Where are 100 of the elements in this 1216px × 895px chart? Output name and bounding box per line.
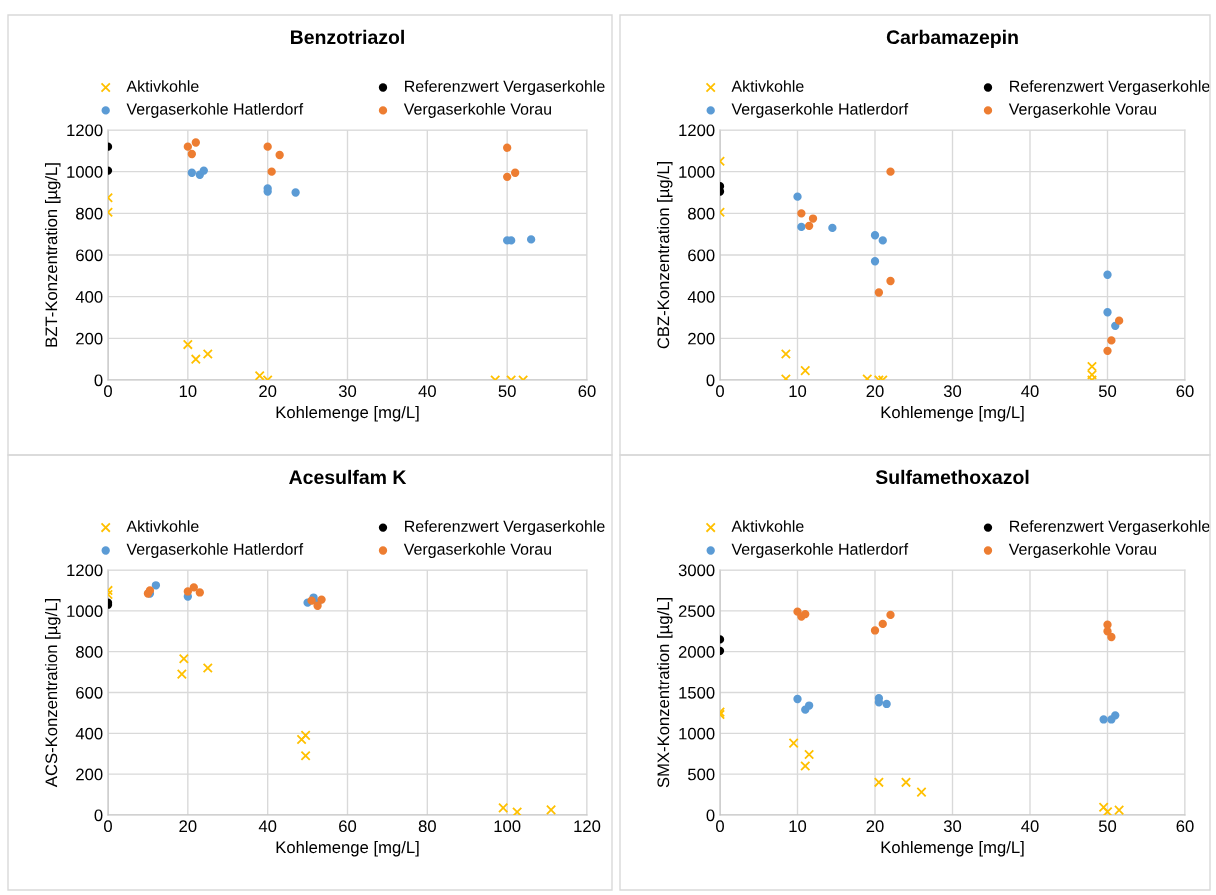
y-tick-label: 1000	[67, 605, 103, 618]
point	[780, 348, 791, 360]
point	[296, 734, 307, 745]
point	[793, 192, 802, 201]
point	[886, 167, 895, 176]
x-tick-label: 30	[338, 385, 357, 398]
x-tick-label: 60	[339, 820, 357, 833]
y-tick-label: 1200	[67, 124, 103, 137]
legend-label: Aktivkohle	[126, 80, 199, 92]
y-tick-label: 2000	[678, 646, 715, 658]
point	[1114, 316, 1124, 325]
point	[878, 619, 887, 629]
point	[190, 354, 201, 365]
y-tick-label: 0	[94, 374, 103, 387]
y-tick-label: 600	[76, 686, 103, 699]
y-tick-label: 200	[688, 332, 715, 345]
x-tick-label: 60	[1176, 385, 1194, 398]
legend-label: Vergaserkohle Vorau	[403, 103, 551, 118]
y-tick-label: 3000	[678, 564, 715, 577]
point	[191, 138, 200, 147]
point	[526, 235, 536, 244]
y-tick-label: 0	[706, 809, 715, 822]
point	[828, 223, 837, 233]
y-tick-label: 0	[706, 374, 715, 387]
point	[1099, 715, 1108, 724]
point	[882, 699, 891, 709]
legend-label: Vergaserkohle Hatlerdorf	[126, 543, 304, 558]
y-tick-label: 1200	[679, 124, 715, 137]
point	[199, 166, 208, 175]
x-axis-title: Kohlemenge [mg/L]	[276, 405, 419, 422]
x-tick-label: 80	[418, 820, 436, 833]
point	[797, 209, 806, 218]
point	[187, 168, 196, 177]
point	[178, 653, 189, 664]
point	[498, 802, 509, 813]
x-tick-label: 10	[179, 385, 197, 398]
x-tick-label: 10	[789, 385, 807, 398]
x-tick-label: 0	[104, 820, 112, 833]
y-tick-label: 1200	[67, 564, 103, 577]
y-tick-label: 1000	[679, 166, 715, 178]
point	[788, 738, 799, 749]
legend-label: Referenzwert Vergaserkohle	[405, 520, 605, 536]
x-axis-title: Kohlemenge [mg/L]	[881, 840, 1024, 857]
chart-title: Sulfamethoxazol	[875, 469, 1029, 485]
x-tick-label: 20	[179, 820, 197, 833]
point	[317, 595, 326, 604]
y-tick-label: 800	[76, 646, 103, 658]
point	[183, 587, 192, 596]
chart-title: Carbamazepin	[886, 29, 1018, 48]
point	[300, 730, 311, 741]
point	[503, 172, 512, 182]
point	[254, 370, 265, 380]
x-tick-label: 40	[258, 820, 277, 833]
x-tick-label: 50	[1098, 820, 1117, 833]
y-axis-title: BZT-Konzentration [µg/L]	[44, 163, 61, 347]
point	[202, 348, 213, 360]
point	[873, 777, 884, 788]
legend-label: Aktivkohle	[126, 520, 199, 532]
point	[1111, 711, 1120, 720]
legend-label: Vergaserkohle Hatlerdorf	[731, 543, 909, 558]
y-tick-label: 600	[688, 249, 715, 262]
x-tick-label: 20	[866, 820, 884, 833]
legend-label: Referenzwert Vergaserkohle	[405, 80, 605, 96]
point	[804, 749, 815, 760]
point	[151, 581, 161, 590]
y-tick-label: 1000	[679, 727, 715, 740]
y-tick-label: 400	[687, 291, 715, 303]
y-tick-label: 1500	[679, 686, 715, 699]
x-tick-label: 60	[578, 385, 596, 398]
legend-label: Vergaserkohle Vorau	[1008, 543, 1156, 558]
y-tick-label: 600	[76, 249, 103, 262]
point	[195, 588, 204, 597]
x-tick-label: 60	[1176, 820, 1194, 833]
point	[1103, 346, 1112, 355]
point	[808, 214, 818, 223]
point	[800, 760, 811, 772]
point	[878, 236, 887, 245]
y-tick-label: 400	[75, 291, 103, 303]
point	[1098, 802, 1109, 813]
x-axis-title: Kohlemenge [mg/L]	[276, 840, 419, 857]
point	[1086, 369, 1098, 380]
y-tick-label: 200	[76, 332, 103, 345]
point	[793, 694, 802, 704]
point	[886, 276, 895, 286]
point	[300, 750, 311, 761]
y-tick-label: 200	[76, 768, 103, 781]
legend-label: Aktivkohle	[731, 520, 804, 532]
point	[900, 777, 912, 788]
point	[187, 149, 196, 159]
point	[263, 142, 272, 151]
legend-label: Aktivkohle	[731, 80, 804, 92]
point	[804, 221, 814, 230]
y-tick-label: 0	[94, 809, 103, 822]
legend-label: Vergaserkohle Hatlerdorf	[731, 103, 909, 118]
point	[189, 583, 198, 592]
point	[1086, 361, 1098, 372]
x-tick-label: 40	[1021, 385, 1039, 398]
point	[1103, 270, 1112, 279]
legend-label: Vergaserkohle Hatlerdorf	[126, 103, 304, 118]
x-tick-label: 0	[716, 385, 724, 398]
